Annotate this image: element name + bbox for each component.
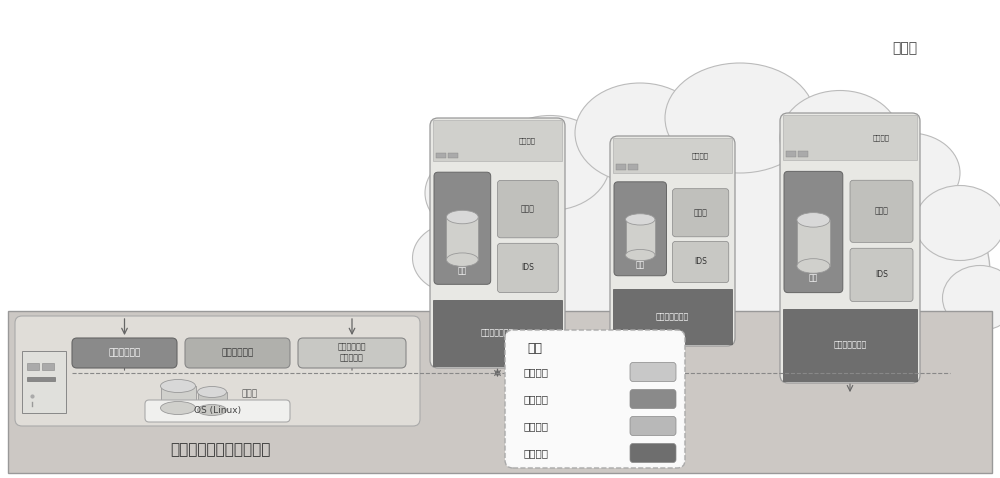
FancyBboxPatch shape: [672, 189, 729, 237]
Ellipse shape: [198, 404, 226, 415]
Text: 防火墙: 防火墙: [875, 207, 888, 216]
FancyBboxPatch shape: [784, 172, 843, 293]
Text: 信息捕获: 信息捕获: [692, 152, 708, 159]
Text: IDS: IDS: [521, 263, 534, 272]
Bar: [783, 309, 917, 381]
Bar: [42, 363, 54, 370]
FancyBboxPatch shape: [630, 416, 676, 435]
FancyBboxPatch shape: [505, 330, 685, 468]
Bar: [798, 151, 808, 157]
Text: 数据库: 数据库: [242, 390, 258, 399]
Bar: [797, 220, 830, 266]
FancyBboxPatch shape: [497, 243, 558, 293]
FancyBboxPatch shape: [672, 241, 729, 282]
FancyBboxPatch shape: [614, 182, 666, 276]
Text: 信息捕获: 信息捕获: [872, 134, 889, 141]
Text: 蜜罐管理: 蜜罐管理: [523, 448, 548, 458]
Text: 数据分析模块: 数据分析模块: [221, 348, 254, 357]
Text: 单节点蜜罐系统: 单节点蜜罐系统: [481, 328, 514, 337]
Text: OS (Linux): OS (Linux): [194, 406, 241, 415]
Bar: [786, 151, 796, 157]
FancyBboxPatch shape: [185, 338, 290, 368]
Bar: [433, 120, 562, 161]
Ellipse shape: [575, 83, 705, 183]
FancyBboxPatch shape: [630, 362, 676, 381]
Text: 各节点蜜罐系
统控制模块: 各节点蜜罐系 统控制模块: [338, 343, 366, 362]
Ellipse shape: [797, 259, 830, 273]
FancyBboxPatch shape: [72, 338, 177, 368]
Text: 蜜罐: 蜜罐: [636, 260, 645, 269]
Ellipse shape: [160, 402, 196, 414]
FancyBboxPatch shape: [497, 180, 558, 238]
Text: 数据分析: 数据分析: [523, 421, 548, 431]
Ellipse shape: [860, 133, 960, 213]
Ellipse shape: [413, 223, 498, 293]
Text: IDS: IDS: [694, 258, 707, 267]
FancyBboxPatch shape: [850, 180, 913, 242]
FancyBboxPatch shape: [430, 118, 565, 368]
FancyBboxPatch shape: [145, 400, 290, 422]
FancyBboxPatch shape: [298, 338, 406, 368]
Bar: [628, 164, 638, 170]
Ellipse shape: [797, 213, 830, 227]
Text: 多节点蜜罐统一管理系统: 多节点蜜罐统一管理系统: [170, 443, 270, 457]
FancyBboxPatch shape: [780, 113, 920, 383]
Text: 数据存储: 数据存储: [523, 394, 548, 404]
FancyBboxPatch shape: [434, 172, 491, 284]
Bar: [27, 377, 55, 381]
Bar: [613, 138, 732, 173]
Ellipse shape: [446, 253, 478, 266]
Bar: [448, 153, 458, 158]
Text: 单节点蜜罐系统: 单节点蜜罐系统: [656, 312, 689, 321]
Bar: [198, 392, 226, 410]
Ellipse shape: [490, 116, 610, 210]
Ellipse shape: [915, 185, 1000, 261]
Text: 云平台: 云平台: [892, 41, 918, 55]
FancyBboxPatch shape: [850, 248, 913, 302]
Text: 数据存储模块: 数据存储模块: [108, 348, 141, 357]
FancyBboxPatch shape: [610, 136, 735, 346]
Bar: [613, 289, 732, 344]
Text: 信息捕获: 信息捕获: [519, 137, 536, 144]
Bar: [160, 386, 196, 408]
Ellipse shape: [780, 90, 900, 185]
Bar: [22, 351, 66, 413]
Bar: [446, 217, 478, 260]
FancyBboxPatch shape: [630, 444, 676, 463]
Text: 防火墙: 防火墙: [521, 205, 535, 214]
Text: IDS: IDS: [875, 271, 888, 279]
Text: 单节点蜜罐系统: 单节点蜜罐系统: [833, 341, 867, 350]
Bar: [8, 311, 992, 473]
FancyBboxPatch shape: [630, 390, 676, 409]
Ellipse shape: [160, 380, 196, 392]
Bar: [783, 115, 917, 160]
Ellipse shape: [626, 250, 655, 261]
Text: 数据捕获: 数据捕获: [523, 367, 548, 377]
Ellipse shape: [943, 265, 1000, 330]
Ellipse shape: [425, 151, 535, 236]
Bar: [27, 363, 39, 370]
Bar: [616, 164, 626, 170]
Text: 防火墙: 防火墙: [694, 208, 708, 217]
Bar: [433, 300, 562, 366]
Ellipse shape: [626, 214, 655, 225]
Bar: [626, 219, 655, 255]
Ellipse shape: [198, 387, 226, 398]
Text: 蜜罐: 蜜罐: [809, 273, 818, 282]
Ellipse shape: [450, 113, 990, 433]
FancyBboxPatch shape: [507, 332, 683, 466]
Text: 蜜罐: 蜜罐: [458, 266, 467, 275]
Ellipse shape: [915, 333, 985, 393]
Ellipse shape: [446, 210, 478, 224]
Text: 标注: 标注: [527, 343, 542, 356]
Bar: [436, 153, 446, 158]
Ellipse shape: [665, 63, 815, 173]
FancyBboxPatch shape: [15, 316, 420, 426]
